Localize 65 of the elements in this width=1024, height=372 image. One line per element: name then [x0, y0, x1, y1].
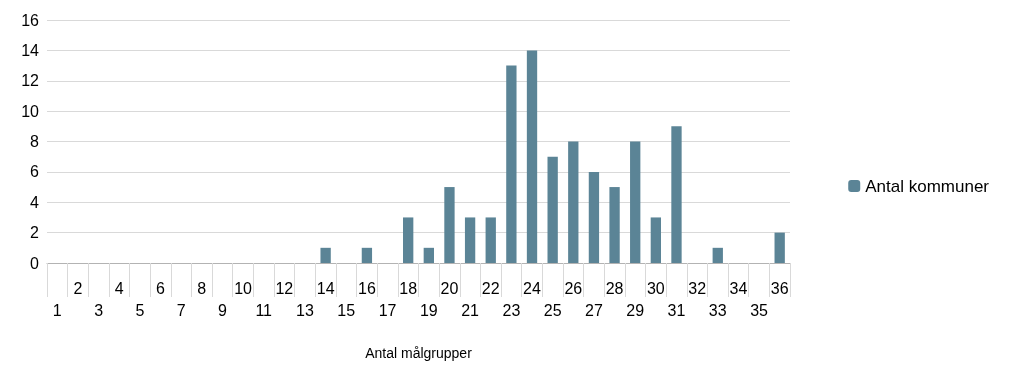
bar	[361, 247, 373, 263]
x-tick-label: 18	[399, 279, 418, 297]
x-tick-label: 25	[543, 301, 562, 319]
x-tick-label: 5	[135, 301, 145, 319]
x-tick-label: 13	[296, 301, 314, 319]
bar	[712, 247, 723, 263]
bar	[464, 217, 476, 263]
x-tick-label: 20	[440, 279, 459, 297]
y-tick-label: 8	[30, 133, 40, 150]
x-tick-label: 10	[234, 279, 253, 297]
bar	[650, 217, 662, 263]
bar	[444, 187, 455, 263]
x-tick-label: 27	[585, 301, 603, 319]
bar	[526, 50, 538, 263]
x-tick-label: 2	[73, 279, 83, 297]
x-tick-label: 23	[502, 301, 521, 319]
x-tick-label: 19	[419, 301, 438, 319]
x-tick-label: 33	[708, 301, 727, 319]
y-tick-label: 14	[21, 41, 40, 59]
x-tick-label: 4	[114, 279, 124, 297]
bar	[506, 65, 517, 263]
x-tick-label: 3	[94, 301, 104, 319]
bar	[671, 126, 682, 263]
x-tick-label: 17	[378, 301, 397, 319]
x-tick-label: 35	[750, 301, 769, 319]
y-tick-label: 10	[21, 102, 40, 120]
bar	[320, 247, 331, 263]
x-axis-title: Antal målgrupper	[365, 345, 473, 361]
x-tick-label: 34	[729, 279, 748, 297]
x-tick-label: 22	[481, 279, 500, 297]
x-tick-label: 32	[688, 279, 707, 297]
x-tick-label: 16	[358, 279, 376, 297]
x-tick-label: 28	[605, 279, 624, 297]
x-tick-label: 24	[523, 279, 542, 297]
x-tick-label: 11	[255, 301, 273, 319]
x-tick-label: 12	[275, 279, 294, 297]
y-tick-label: 12	[21, 72, 40, 90]
x-tick-label: 14	[316, 279, 335, 297]
x-tick-label: 30	[646, 279, 665, 297]
x-tick-label: 9	[217, 301, 227, 319]
x-tick-label: 21	[461, 301, 480, 319]
y-tick-label: 16	[21, 11, 40, 29]
bar	[547, 156, 558, 263]
bar	[568, 141, 579, 263]
x-tick-label: 1	[52, 301, 62, 319]
bar	[630, 141, 641, 263]
bar	[485, 217, 496, 263]
bar	[423, 247, 434, 263]
bar	[588, 171, 600, 263]
x-tick-label: 6	[156, 279, 166, 297]
x-tick-label: 8	[197, 279, 207, 297]
x-tick-label: 36	[770, 279, 789, 297]
bar	[609, 187, 620, 263]
y-tick-label: 2	[30, 224, 40, 242]
x-tick-label: 29	[626, 301, 645, 319]
bar	[774, 232, 785, 263]
x-tick-label: 26	[564, 279, 583, 297]
legend-label: Antal kommuner	[865, 176, 990, 196]
y-tick-label: 0	[30, 254, 40, 272]
bar	[403, 217, 414, 263]
y-tick-label: 4	[30, 193, 40, 211]
x-tick-label: 15	[337, 301, 356, 319]
y-tick-label: 6	[30, 163, 40, 181]
x-tick-label: 7	[176, 301, 186, 319]
x-tick-label: 31	[667, 301, 686, 319]
